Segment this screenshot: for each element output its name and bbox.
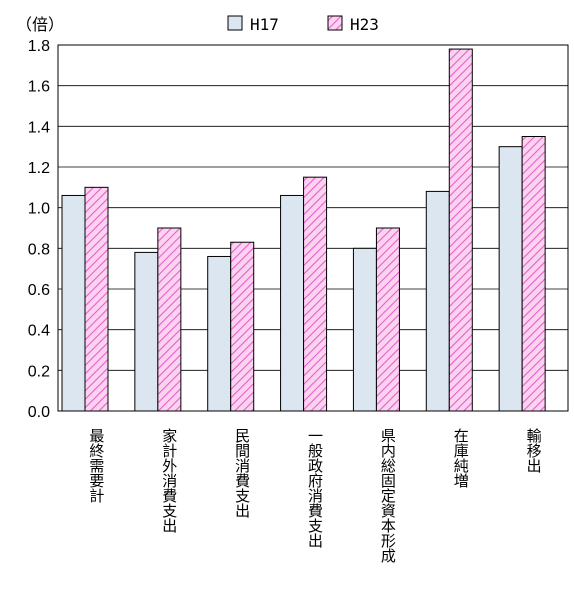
bar-h17-0 <box>61 194 86 412</box>
legend-swatch-h23 <box>327 15 343 31</box>
bar-h17-3 <box>280 194 305 412</box>
category-label: 家計外消費支出 <box>160 428 178 533</box>
bar-h23-5 <box>448 48 473 412</box>
bar-h23-2 <box>230 241 255 412</box>
y-tick-label: 1.8 <box>28 38 50 55</box>
y-tick-labels: 0.0 0.2 0.4 0.6 0.8 1.0 1.2 1.4 1.6 1.8 <box>28 38 50 421</box>
bar-h17-5 <box>425 190 450 412</box>
bar-h23-3 <box>303 176 328 412</box>
y-tick-label: 0.0 <box>28 404 50 421</box>
y-tick-label: 0.6 <box>28 282 50 299</box>
bar-h23-1 <box>157 227 182 412</box>
y-tick-label: 1.2 <box>28 160 50 177</box>
bar-h23-4 <box>375 227 400 412</box>
y-tick-label: 1.0 <box>28 201 50 218</box>
legend-label-h17: H17 <box>250 15 279 34</box>
bar-h17-6 <box>498 146 523 412</box>
y-tick-label: 1.4 <box>28 119 50 136</box>
y-tick-label: 0.2 <box>28 363 50 380</box>
y-tick-label: 0.8 <box>28 241 50 258</box>
category-label: 県内総固定資本形成 <box>379 428 397 564</box>
category-label: 民間消費支出 <box>233 428 251 518</box>
y-tick-label: 1.6 <box>28 79 50 96</box>
category-label: 在庫純増 <box>452 428 470 488</box>
category-labels: 最終需要計 家計外消費支出 民間消費支出 一般政府消費支出 県内総固定資本形成 在庫純増 輸… <box>87 428 542 564</box>
plot-frame <box>57 44 569 412</box>
legend: H17 H23 <box>227 15 379 34</box>
y-tick-label: 0.4 <box>28 323 50 340</box>
category-label: 輸移出 <box>525 428 543 473</box>
bar-h23-0 <box>84 186 109 412</box>
bar-h17-1 <box>134 251 159 412</box>
bar-h17-2 <box>207 255 232 412</box>
y-axis-unit-label: （倍） <box>16 15 64 34</box>
legend-swatch-h17 <box>227 15 243 31</box>
legend-label-h23: H23 <box>350 15 379 34</box>
category-label: 最終需要計 <box>87 428 105 503</box>
bars <box>61 48 546 412</box>
bar-h17-4 <box>352 247 377 412</box>
bar-h23-6 <box>521 136 546 412</box>
category-label: 一般政府消費支出 <box>306 428 324 548</box>
